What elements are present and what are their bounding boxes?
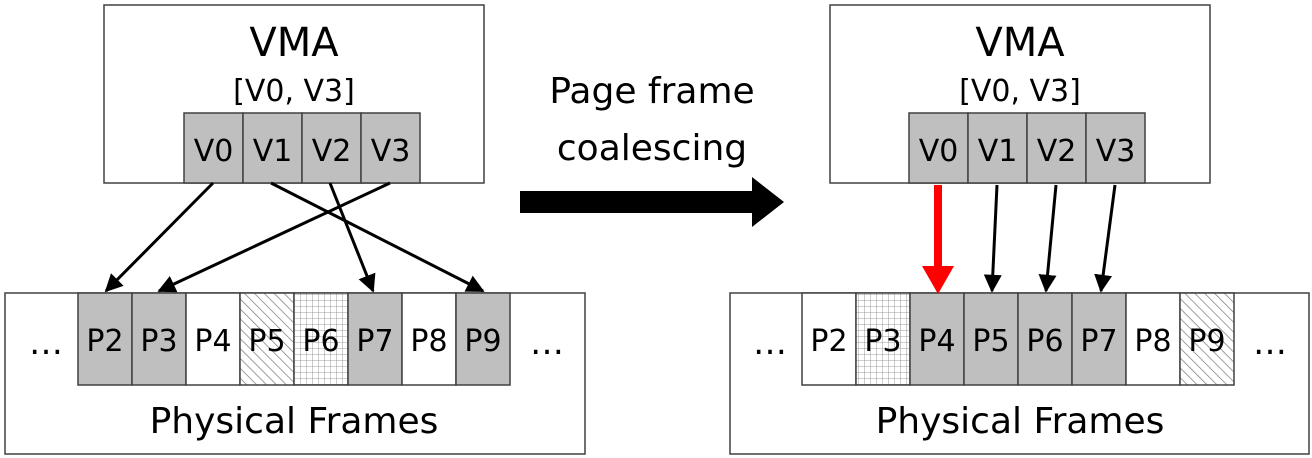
right-pframe-p8	[1125, 292, 1181, 386]
left-mapping-arrows	[104, 181, 485, 293]
left-pframe-p7	[347, 292, 403, 386]
arrow-v2-p7	[328, 182, 376, 293]
left-pframe-p9	[455, 292, 511, 386]
left-panel: VMA [V0, V3] V0 V1 V2 V3 … … P2 P3 P4 P5 P6 P7 P8…	[4, 4, 586, 455]
right-vpage-v1	[967, 112, 1028, 184]
right-pframe-p2	[801, 292, 857, 386]
transition-label-line2: coalescing	[557, 128, 747, 169]
arrow-v1-p5	[983, 184, 1002, 293]
left-pframe-label-p8: P8	[410, 324, 447, 359]
arrow-v2-p6	[1038, 184, 1058, 293]
right-pframe-label-p7: P7	[1080, 324, 1117, 359]
right-vpage-label-v0: V0	[919, 134, 959, 169]
left-vma-range: [V0, V3]	[233, 74, 355, 109]
left-pframe-label-p7: P7	[356, 324, 393, 359]
right-frames-label: Physical Frames	[876, 401, 1165, 442]
left-vpage-v3	[360, 112, 421, 184]
left-pframe-label-p5: P5	[248, 324, 285, 359]
right-pframe-p9	[1179, 292, 1235, 386]
arrow-v3-p7	[1094, 184, 1117, 293]
right-pframe-label-p6: P6	[1026, 324, 1063, 359]
arrow-v1-p9	[270, 181, 485, 293]
transition-arrow	[520, 177, 784, 227]
left-vpage-label-v0: V0	[194, 134, 234, 169]
left-vpage-v0	[183, 112, 244, 184]
right-pframe-label-p4: P4	[918, 324, 955, 359]
left-virtual-pages: V0 V1 V2 V3	[183, 112, 421, 184]
left-pframe-p5	[239, 292, 295, 386]
right-vma-range: [V0, V3]	[959, 74, 1081, 109]
left-pframe-p2	[77, 292, 133, 386]
right-pframe-label-p9: P9	[1188, 324, 1225, 359]
right-pframe-p5	[963, 292, 1019, 386]
left-pframe-label-p9: P9	[464, 324, 501, 359]
right-pframe-label-p2: P2	[810, 324, 847, 359]
left-pframe-p8	[401, 292, 457, 386]
right-vpage-label-v3: V3	[1096, 134, 1136, 169]
left-pframe-label-p6: P6	[302, 324, 339, 359]
left-vpage-label-v3: V3	[371, 134, 411, 169]
left-pframe-label-p2: P2	[86, 324, 123, 359]
left-physical-frames: P2 P3 P4 P5 P6 P7 P8 P9	[77, 292, 511, 386]
right-vpage-label-v1: V1	[978, 134, 1018, 169]
right-pframe-label-p3: P3	[864, 324, 901, 359]
right-vma-title: VMA	[975, 20, 1065, 66]
right-ellipsis-end: …	[1253, 323, 1287, 363]
right-pframe-p6	[1017, 292, 1073, 386]
left-pframe-p6	[293, 292, 349, 386]
left-vpage-label-v1: V1	[253, 134, 293, 169]
transition-label-line1: Page frame	[549, 71, 754, 112]
right-virtual-pages: V0 V1 V2 V3	[908, 112, 1146, 184]
arrow-v3-p3	[157, 181, 391, 293]
left-vpage-label-v2: V2	[312, 134, 352, 169]
left-ellipsis-end: …	[530, 323, 564, 363]
left-pframe-label-p3: P3	[140, 324, 177, 359]
left-pframe-p4	[185, 292, 241, 386]
right-physical-frames: P2 P3 P4 P5 P6 P7 P8 P9	[801, 292, 1235, 386]
right-vpage-v3	[1085, 112, 1146, 184]
left-vma-title: VMA	[249, 20, 339, 66]
transition: Page frame coalescing	[520, 71, 784, 227]
right-pframe-label-p8: P8	[1134, 324, 1171, 359]
right-pframe-label-p5: P5	[972, 324, 1009, 359]
arrow-v0-p4-head	[922, 266, 954, 294]
left-ellipsis-start: …	[29, 323, 63, 363]
right-vpage-label-v2: V2	[1037, 134, 1077, 169]
right-panel: VMA [V0, V3] V0 V1 V2 V3 … … P2 P3 P4 P5 P6 P7 P8…	[729, 4, 1310, 455]
right-vpage-v0	[908, 112, 969, 184]
left-pframe-label-p4: P4	[194, 324, 231, 359]
left-frames-label: Physical Frames	[150, 401, 439, 442]
arrow-v0-p2	[104, 181, 215, 293]
right-pframe-p7	[1071, 292, 1127, 386]
right-mapping-arrows	[922, 184, 1117, 294]
right-ellipsis-start: …	[753, 323, 787, 363]
left-pframe-p3	[131, 292, 187, 386]
